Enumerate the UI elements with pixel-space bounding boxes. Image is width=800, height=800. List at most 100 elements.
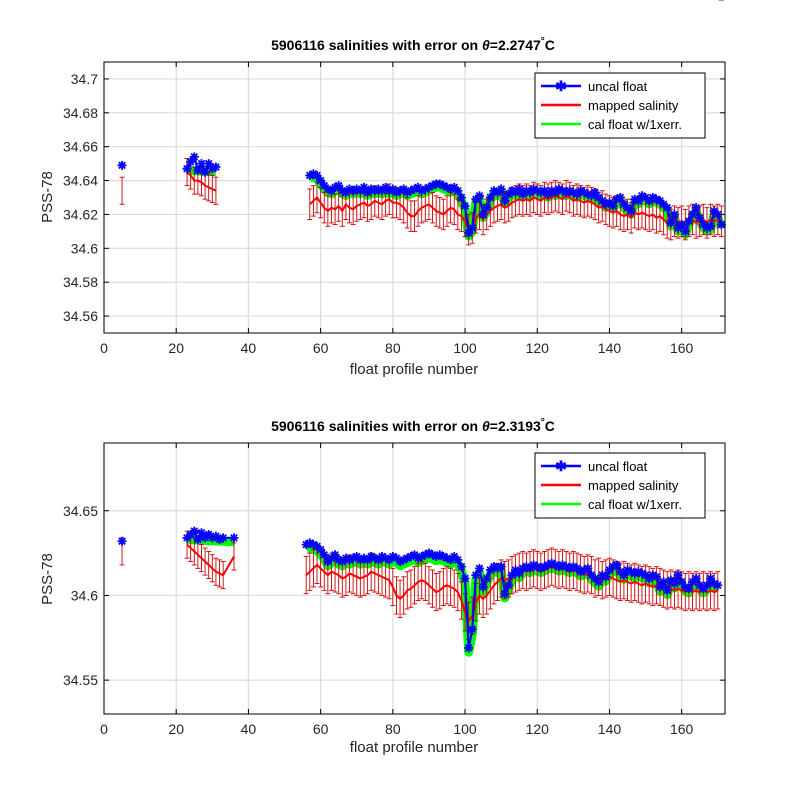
- x-tick-label: 40: [241, 340, 257, 356]
- x-tick-label: 0: [100, 340, 108, 356]
- uncal-float-marker: [511, 565, 521, 575]
- uncal-float-marker: [597, 570, 607, 580]
- uncal-float-marker: [341, 553, 351, 563]
- uncal-float-marker: [539, 562, 549, 572]
- uncal-float-marker: [619, 199, 629, 209]
- uncal-float-marker: [641, 193, 651, 202]
- uncal-float-marker: [612, 194, 622, 204]
- uncal-float-marker: [417, 186, 427, 196]
- uncal-float-marker: [709, 579, 719, 589]
- uncal-float-marker: [204, 159, 214, 169]
- uncal-float-marker: [326, 186, 336, 196]
- uncal-float-marker: [716, 220, 726, 230]
- legend-label-uncal: uncal float: [588, 459, 648, 474]
- uncal-float-marker: [626, 206, 636, 216]
- uncal-float-marker: [460, 201, 470, 211]
- uncal-float-marker: [402, 187, 412, 197]
- uncal-float-marker: [384, 555, 394, 565]
- uncal-float-marker: [330, 550, 340, 560]
- uncal-float-marker: [182, 533, 192, 543]
- x-tick-label: 160: [670, 340, 694, 356]
- uncal-float-marker: [572, 563, 582, 573]
- title-degree: °: [541, 36, 545, 47]
- uncal-float-marker: [550, 560, 560, 570]
- title-value: =2.3193: [490, 418, 541, 434]
- uncal-float-marker: [345, 555, 355, 565]
- uncal-float-marker: [189, 152, 199, 162]
- uncal-float-marker: [395, 186, 405, 196]
- uncal-float-marker: [666, 575, 676, 585]
- title-prefix: 5906116 salinities with error on: [271, 37, 482, 53]
- uncal-float-marker: [117, 160, 127, 170]
- y-tick-label: 34.56: [63, 308, 98, 324]
- uncal-float-marker: [474, 563, 484, 573]
- uncal-float-marker: [695, 213, 705, 223]
- uncal-float-marker: [417, 551, 427, 561]
- uncal-float-marker: [655, 196, 665, 206]
- uncal-float-marker: [410, 550, 419, 560]
- uncal-float-marker: [688, 209, 698, 219]
- uncal-float-marker: [648, 193, 658, 202]
- legend-entry-mapped: mapped salinity: [541, 98, 679, 113]
- x-tick-label: 120: [526, 340, 550, 356]
- uncal-float-marker: [348, 553, 358, 563]
- uncal-float-marker: [424, 548, 434, 558]
- mapped-salinity-line: [186, 543, 235, 577]
- y-tick-label: 34.65: [63, 503, 98, 519]
- uncal-float-marker: [659, 577, 669, 587]
- uncal-float-marker: [568, 187, 578, 197]
- uncal-float-marker: [399, 184, 409, 194]
- uncal-float-marker: [568, 562, 578, 572]
- uncal-float-marker: [352, 184, 362, 194]
- uncal-float-marker: [669, 209, 679, 219]
- uncal-float-marker: [583, 189, 593, 199]
- uncal-float-marker: [200, 167, 210, 177]
- x-tick-label: 100: [453, 340, 477, 356]
- uncal-float-marker: [511, 187, 521, 197]
- uncal-float-marker: [474, 191, 484, 201]
- x-tick-label: 140: [598, 721, 622, 737]
- uncal-float-marker: [662, 585, 672, 595]
- uncal-float-marker: [478, 209, 488, 219]
- x-axis-label: float profile number: [350, 361, 478, 378]
- title-value: =2.2747: [490, 37, 541, 53]
- uncal-float-marker: [698, 584, 708, 594]
- uncal-float-marker: [428, 181, 438, 191]
- uncal-float-marker: [431, 551, 441, 561]
- uncal-float-marker: [485, 565, 495, 575]
- uncal-float-marker: [464, 228, 474, 238]
- uncal-float-marker: [381, 182, 391, 192]
- uncal-float-marker: [576, 567, 586, 577]
- uncal-float-marker: [547, 558, 557, 568]
- title-theta: θ: [482, 37, 490, 53]
- uncal-float-marker: [186, 529, 196, 539]
- y-tick-label: 34.68: [63, 105, 98, 121]
- uncal-float-marker: [673, 570, 683, 580]
- plot-area: [118, 0, 724, 657]
- uncal-float-marker: [456, 193, 466, 202]
- uncal-float-marker: [345, 184, 355, 194]
- uncal-float-marker: [507, 186, 517, 196]
- uncal-float-marker: [572, 189, 582, 199]
- legend: ✱ uncal float mapped salinity cal float …: [534, 452, 706, 519]
- y-tick-label: 34.58: [63, 274, 98, 290]
- x-axis: 0 20 40 60 80 100 120 140 160: [100, 443, 694, 737]
- uncal-float-marker: [391, 187, 401, 197]
- legend-label-uncal: uncal float: [588, 79, 648, 94]
- uncal-float-marker: [493, 187, 503, 197]
- uncal-float-marker: [319, 181, 329, 191]
- uncal-float-marker: [460, 574, 470, 583]
- uncal-float-marker: [507, 570, 517, 580]
- uncal-float-marker: [449, 182, 459, 192]
- uncal-float-marker: [525, 187, 535, 197]
- uncal-float-marker: [186, 157, 196, 167]
- uncal-float-marker: [684, 584, 694, 594]
- uncal-float-marker: [406, 551, 416, 561]
- uncal-float-marker: [308, 540, 318, 550]
- uncal-float-marker: [182, 164, 192, 174]
- mapped-salinity-line: [309, 194, 722, 231]
- legend-entry-cal: cal float w/1xerr.: [541, 117, 682, 132]
- uncal-float-marker: [558, 560, 568, 570]
- uncal-float-marker: [565, 563, 575, 573]
- uncal-float-marker: [648, 570, 658, 580]
